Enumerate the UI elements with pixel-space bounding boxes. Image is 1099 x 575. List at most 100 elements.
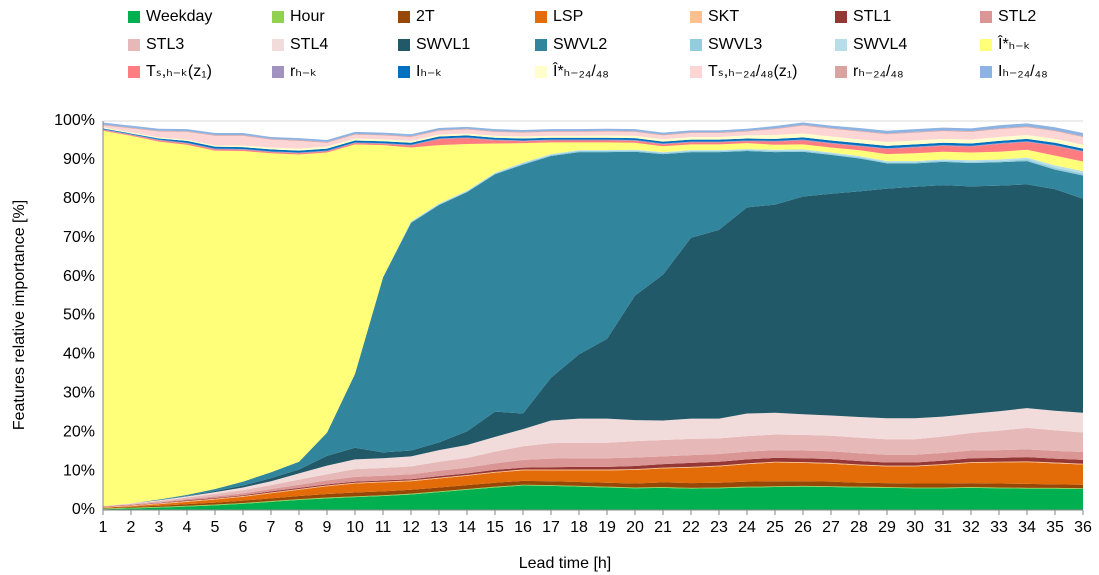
legend-label: SWVL1 [416, 36, 470, 53]
x-tick-label: 8 [295, 519, 304, 536]
x-tick-label: 21 [654, 519, 672, 536]
y-tick-label: 90% [63, 151, 95, 168]
x-tick-label: 18 [570, 519, 588, 536]
area [103, 122, 1083, 143]
x-tick-label: 9 [323, 519, 332, 536]
legend-swatch [272, 11, 284, 23]
area [103, 150, 1083, 507]
y-tick-label: 20% [63, 423, 95, 440]
x-tick-label: 28 [850, 519, 868, 536]
area [103, 449, 1083, 507]
x-tick-label: 6 [239, 519, 248, 536]
area [103, 130, 1083, 507]
legend-swatch [128, 39, 140, 51]
legend-label: Iₕ₋₂₄/₄₈ [998, 63, 1048, 80]
x-tick-label: 36 [1074, 519, 1092, 536]
y-tick-label: 0% [72, 501, 95, 518]
x-tick-label: 35 [1046, 519, 1064, 536]
x-tick-label: 7 [267, 519, 276, 536]
x-tick-label: 32 [962, 519, 980, 536]
y-tick-label: 30% [63, 385, 95, 402]
x-tick-label: 29 [878, 519, 896, 536]
legend-swatch [398, 66, 410, 78]
x-tick-label: 15 [486, 519, 504, 536]
x-tick-label: 23 [710, 519, 728, 536]
x-tick-label: 25 [766, 519, 784, 536]
legend-label: Tₛ,ₕ₋₂₄/₄₈(z₁) [708, 63, 798, 80]
legend-swatch [980, 11, 992, 23]
x-tick-label: 30 [906, 519, 924, 536]
legend-swatch [690, 66, 702, 78]
area [103, 462, 1083, 509]
legend-swatch [690, 11, 702, 23]
x-tick-label: 5 [211, 519, 220, 536]
areas [103, 122, 1083, 510]
legend-label: Iₕ₋ₖ [416, 63, 442, 80]
legend-swatch [128, 11, 140, 23]
area [103, 457, 1083, 507]
area [103, 124, 1083, 143]
x-tick-label: 19 [598, 519, 616, 536]
area [103, 408, 1083, 507]
legend-label: Î*ₕ₋ₖ [997, 34, 1030, 53]
legend-swatch [535, 66, 547, 78]
x-tick-label: 26 [794, 519, 812, 536]
x-axis-title: Lead time [h] [519, 555, 612, 572]
legend-swatch [398, 11, 410, 23]
x-tick-label: 17 [542, 519, 560, 536]
x-tick-label: 11 [375, 519, 392, 536]
legend-swatch [535, 11, 547, 23]
x-tick-label: 16 [514, 519, 532, 536]
legend-label: STL4 [290, 36, 328, 53]
legend-label: SKT [708, 8, 739, 25]
legend-label: SWVL2 [553, 36, 607, 53]
legend-label: STL2 [998, 8, 1036, 25]
legend-label: Tₛ,ₕ₋ₖ(z₁) [146, 63, 212, 80]
x-tick-label: 14 [458, 519, 476, 536]
y-tick-label: 80% [63, 190, 95, 207]
legend-swatch [128, 66, 140, 78]
y-tick-label: 70% [63, 229, 95, 246]
legend-label: rₕ₋₂₄/₄₈ [853, 63, 904, 80]
legend-swatch [398, 39, 410, 51]
legend-swatch [980, 39, 992, 51]
x-tick-label: 10 [346, 519, 364, 536]
legend-swatch [535, 39, 547, 51]
legend-label: Hour [290, 8, 325, 25]
legend-label: rₕ₋ₖ [290, 63, 317, 80]
x-tick-label: 4 [183, 519, 192, 536]
x-tick-label: 1 [99, 519, 108, 536]
x-tick-label: 20 [626, 519, 644, 536]
legend-swatch [690, 39, 702, 51]
y-tick-label: 60% [63, 268, 95, 285]
legend-label: STL1 [853, 8, 891, 25]
axes: 0%10%20%30%40%50%60%70%80%90%100%1 2 3 4 5 6 7… [54, 112, 1092, 536]
legend-label: 2T [416, 8, 435, 25]
area [103, 485, 1083, 510]
legend-swatch [835, 11, 847, 23]
x-tick-label: 13 [430, 519, 448, 536]
area [103, 125, 1083, 149]
x-tick-label: 24 [738, 519, 756, 536]
y-tick-label: 50% [63, 307, 95, 324]
legend-label: LSP [553, 8, 583, 25]
area [103, 184, 1083, 507]
legend-swatch [980, 66, 992, 78]
legend-swatch [272, 66, 284, 78]
legend-swatch [835, 39, 847, 51]
legend-label: SWVL3 [708, 36, 762, 53]
x-tick-label: 31 [934, 519, 952, 536]
x-tick-label: 12 [402, 519, 420, 536]
y-tick-label: 10% [63, 462, 95, 479]
legend-swatch [272, 39, 284, 51]
legend-label: Î*ₕ₋₂₄/₄₈ [552, 61, 609, 80]
x-tick-label: 3 [155, 519, 164, 536]
y-axis-title: Features relative importance [%] [11, 200, 28, 430]
y-tick-label: 40% [63, 346, 95, 363]
area [103, 427, 1083, 507]
legend-label: STL3 [146, 36, 184, 53]
legend-label: Weekday [146, 8, 212, 25]
x-tick-label: 33 [990, 519, 1008, 536]
x-tick-label: 27 [822, 519, 840, 536]
